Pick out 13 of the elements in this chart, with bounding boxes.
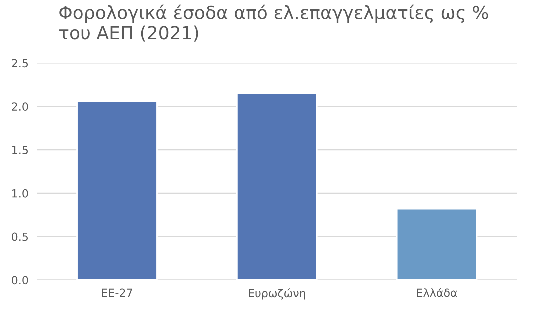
x-tick-label: ΕΕ-27 (102, 288, 132, 298)
y-tick-label: 2.5 (12, 59, 28, 68)
x-tick-label: Ελλάδα (417, 288, 458, 298)
chart-title: Φορολογικά έσοδα από ελ.επαγγελματίες ως % του ΑΕΠ (2021) (60, 4, 488, 42)
bar (236, 92, 318, 280)
y-tick-label: 0.5 (12, 232, 28, 242)
bar (396, 208, 478, 280)
x-tick-label: Ευρωζώνη (249, 288, 306, 300)
y-tick-label: 1.0 (12, 189, 28, 198)
y-tick-label: 2.0 (12, 102, 28, 112)
y-tick-label: 0.0 (12, 276, 28, 285)
bar (76, 100, 158, 280)
y-tick-label: 1.5 (12, 146, 28, 154)
